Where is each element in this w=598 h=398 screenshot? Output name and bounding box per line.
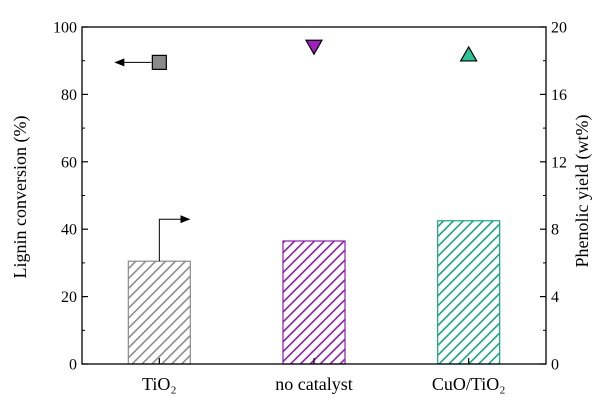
bar <box>282 240 346 365</box>
data-point <box>459 45 478 62</box>
y-left-tick-label: 80 <box>61 87 77 104</box>
y-right-tick-label: 8 <box>551 222 559 239</box>
y-left-tick-label: 20 <box>61 289 77 306</box>
y-axis-right-label: Phenolic yield (wt%) <box>572 115 593 268</box>
x-tick-label: TiO₂ <box>142 374 177 394</box>
y-left-tick-label: 60 <box>61 154 77 171</box>
x-tick-label: no catalyst <box>275 374 352 394</box>
points-layer <box>151 39 478 70</box>
data-point <box>151 54 167 70</box>
y-left-tick-label: 100 <box>53 20 77 37</box>
data-point <box>304 39 324 56</box>
annotations-layer <box>114 58 191 262</box>
y-left-tick-label: 40 <box>61 222 77 239</box>
y-right-tick-label: 20 <box>551 20 567 37</box>
arrow-to-left-axis <box>158 215 191 262</box>
bar <box>437 220 501 365</box>
y-right-tick-label: 16 <box>551 87 567 104</box>
y-right-tick-label: 4 <box>551 289 559 306</box>
x-tick-label: CuO/TiO₂ <box>432 374 506 394</box>
y-axis-left-label: Lignin conversion (%) <box>10 116 31 279</box>
bar <box>127 260 191 365</box>
y-right-tick-label: 0 <box>551 357 559 374</box>
y-right-tick-label: 12 <box>551 154 567 171</box>
bars-layer <box>127 220 501 365</box>
axes-layer: 0 20 40 60 80 100 0 4 8 12 16 20 TiO₂ no catalyst CuO/… <box>53 20 567 395</box>
y-left-tick-label: 0 <box>69 357 77 374</box>
